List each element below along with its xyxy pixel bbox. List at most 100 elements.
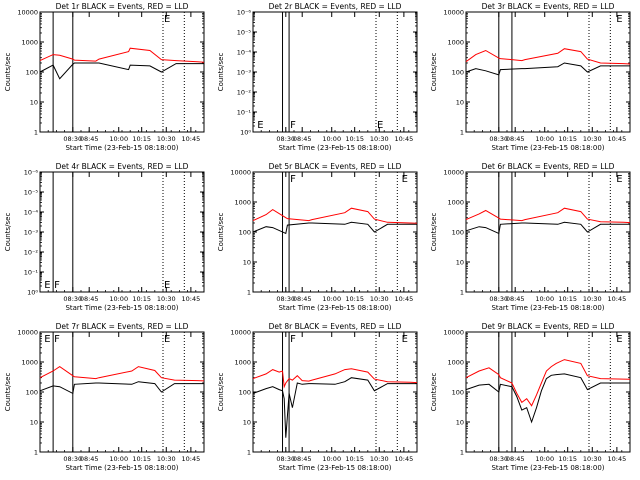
y-tick-label: 10⁰	[27, 289, 38, 297]
event-marker: E	[164, 280, 170, 291]
event-marker: E	[616, 334, 622, 345]
y-tick-label: 10⁻⁶	[24, 169, 39, 177]
series-events-line	[252, 221, 417, 235]
y-tick-label: 10⁻⁶	[237, 9, 252, 17]
y-tick-label: 10⁻⁵	[237, 29, 252, 37]
x-tick-label: 10:00	[109, 295, 128, 303]
panel-9: Det 9r BLACK = Events, RED = LLD 1 10 100 10…	[430, 322, 631, 472]
event-marker: E	[402, 334, 408, 345]
y-tick-label: 10000	[443, 9, 464, 17]
x-tick-label: 10:45	[395, 295, 414, 303]
plot-frame	[39, 171, 205, 293]
y-tick-label: 1	[34, 449, 38, 457]
y-tick-label: 10⁻²	[237, 89, 252, 97]
panel-title: Det 3r BLACK = Events, RED = LLD	[482, 2, 615, 11]
y-tick-label: 10	[456, 99, 464, 107]
plot-frame	[465, 331, 631, 453]
y-tick-label: 100	[26, 69, 38, 77]
x-tick-label: 08:30	[276, 455, 295, 463]
x-tick-label: 10:00	[535, 135, 554, 143]
x-tick-label: 10:00	[535, 455, 554, 463]
series-lld-line	[252, 368, 418, 389]
x-tick-label: 10:00	[535, 295, 554, 303]
x-tick-label: 10:00	[109, 135, 128, 143]
x-axis-label: Start Time (23-Feb-15 08:18:00)	[65, 464, 178, 472]
panel-4: Det 4r BLACK = Events, RED = LLD 10⁰ 10⁻¹ 1…	[4, 162, 205, 312]
x-axis-label: Start Time (23-Feb-15 08:18:00)	[491, 144, 604, 152]
panel-6: Det 6r BLACK = Events, RED = LLD 1 10 100 10…	[430, 162, 631, 312]
panel-title: Det 4r BLACK = Events, RED = LLD	[56, 162, 189, 171]
y-tick-label: 10	[243, 419, 251, 427]
x-tick-label: 10:00	[322, 135, 341, 143]
y-axis-label: Counts/sec	[4, 213, 12, 252]
event-marker: E	[616, 174, 622, 185]
x-tick-label: 08:45	[80, 455, 99, 463]
event-marker: E	[616, 14, 622, 25]
y-tick-label: 1000	[234, 359, 251, 367]
y-tick-label: 100	[452, 69, 464, 77]
y-axis-label: Counts/sec	[4, 373, 12, 412]
plot-frame	[252, 331, 418, 453]
y-tick-label: 1	[34, 129, 38, 137]
x-tick-label: 08:45	[80, 135, 99, 143]
plot-frame	[39, 11, 205, 133]
y-tick-label: 10	[456, 259, 464, 267]
series-lld-line	[252, 207, 418, 224]
x-tick-label: 08:45	[506, 455, 525, 463]
x-tick-label: 08:30	[489, 135, 508, 143]
y-axis-label: Counts/sec	[430, 213, 438, 252]
x-tick-label: 10:15	[132, 135, 151, 143]
y-tick-label: 10⁻⁴	[237, 49, 252, 57]
x-axis-label: Start Time (23-Feb-15 08:18:00)	[65, 144, 178, 152]
y-tick-label: 10⁻¹	[24, 269, 39, 277]
x-tick-label: 10:30	[583, 455, 602, 463]
event-marker: F	[290, 334, 296, 345]
x-tick-label: 10:15	[345, 135, 364, 143]
event-marker: F	[290, 174, 296, 185]
y-tick-label: 1	[247, 449, 251, 457]
y-tick-label: 1000	[21, 359, 38, 367]
series-events-line	[252, 377, 417, 438]
x-tick-label: 10:30	[157, 135, 176, 143]
x-tick-label: 10:45	[608, 455, 627, 463]
y-axis-label: Counts/sec	[217, 213, 225, 252]
series-lld-line	[39, 365, 205, 382]
panel-5: Det 5r BLACK = Events, RED = LLD 1 10 100 10…	[217, 162, 418, 312]
x-tick-label: 08:30	[489, 455, 508, 463]
y-tick-label: 1	[460, 129, 464, 137]
plot-frame	[252, 171, 418, 293]
event-marker: F	[290, 120, 296, 131]
event-marker: F	[54, 334, 60, 345]
y-tick-label: 1000	[447, 39, 464, 47]
x-tick-label: 10:30	[370, 135, 389, 143]
x-tick-label: 10:15	[132, 295, 151, 303]
plot-frame	[465, 171, 631, 293]
y-tick-label: 10000	[17, 329, 38, 337]
x-tick-label: 10:45	[608, 135, 627, 143]
x-tick-label: 10:00	[109, 455, 128, 463]
x-tick-label: 10:30	[370, 295, 389, 303]
x-axis-label: Start Time (23-Feb-15 08:18:00)	[491, 464, 604, 472]
plot-frame	[39, 331, 205, 453]
y-axis-label: Counts/sec	[4, 53, 12, 92]
event-marker: E	[44, 280, 50, 291]
y-axis-label: Counts/sec	[217, 53, 225, 92]
x-tick-label: 08:45	[506, 295, 525, 303]
y-tick-label: 10	[30, 419, 38, 427]
event-marker: E	[164, 334, 170, 345]
x-tick-label: 10:15	[345, 295, 364, 303]
x-tick-label: 10:00	[322, 455, 341, 463]
panel-title: Det 8r BLACK = Events, RED = LLD	[269, 322, 402, 331]
y-tick-label: 100	[452, 229, 464, 237]
series-events-line	[465, 221, 630, 235]
x-tick-label: 10:45	[608, 295, 627, 303]
x-tick-label: 10:30	[583, 295, 602, 303]
y-tick-label: 10000	[443, 329, 464, 337]
series-lld-line	[465, 207, 631, 224]
y-tick-label: 10000	[443, 169, 464, 177]
y-tick-label: 1000	[21, 39, 38, 47]
y-tick-label: 1000	[447, 199, 464, 207]
y-axis-label: Counts/sec	[430, 373, 438, 412]
y-tick-label: 10⁻³	[237, 69, 252, 77]
panel-1: Det 1r BLACK = Events, RED = LLD 1 10 100 10…	[4, 2, 205, 152]
